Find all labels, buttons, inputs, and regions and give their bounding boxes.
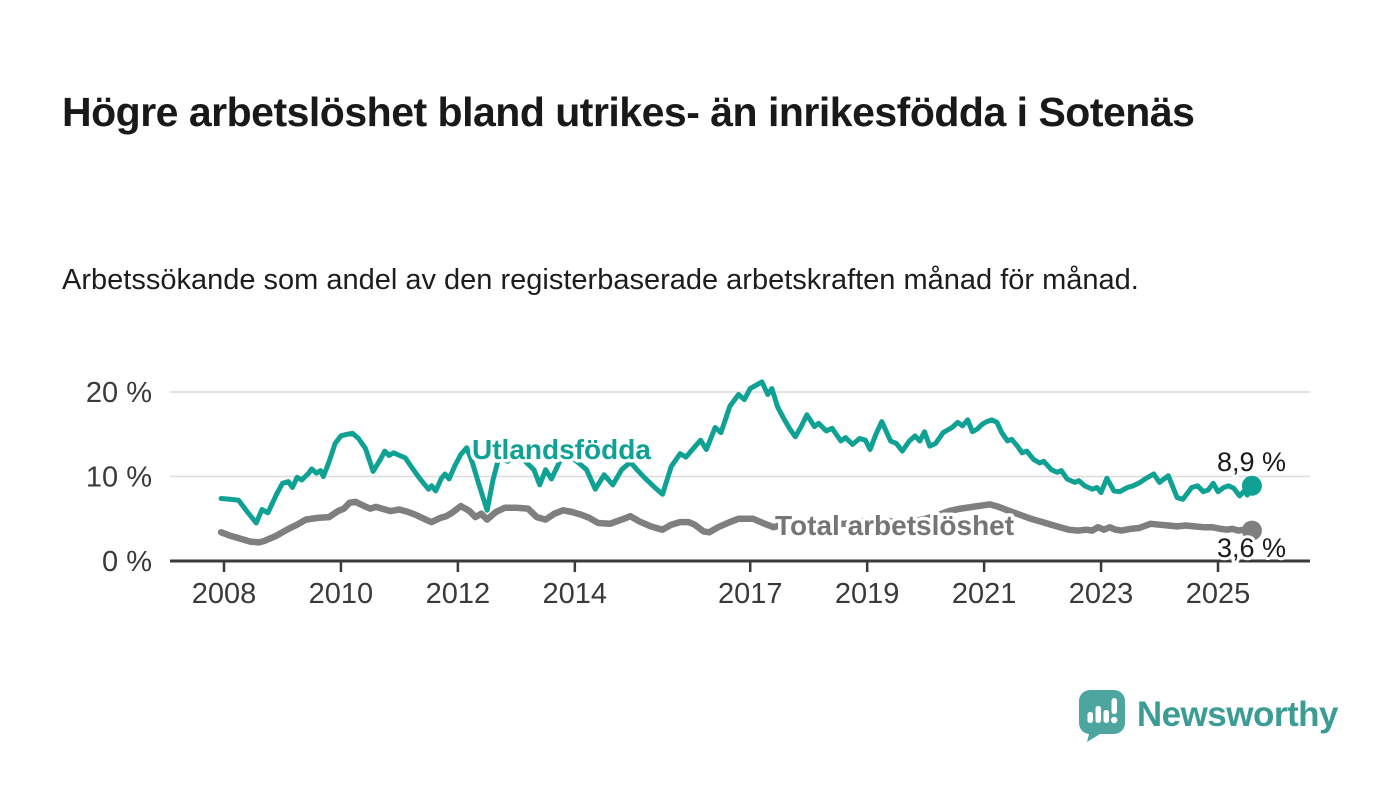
- end-value-label-total: 3,6 %: [1217, 533, 1286, 563]
- y-axis-label-20: 20 %: [86, 377, 152, 409]
- exclamation-bar: [1111, 698, 1117, 714]
- x-axis-label-2025: 2025: [1186, 578, 1251, 610]
- speech-bubble-shape: [1078, 690, 1125, 742]
- x-axis-label-2012: 2012: [426, 578, 491, 610]
- x-axis-label-2019: 2019: [835, 578, 900, 610]
- branding: Newsworthy: [1077, 688, 1339, 742]
- series-end-dot-utlandsfodda: [1241, 475, 1262, 496]
- exclamation-dot: [1110, 716, 1118, 724]
- x-axis-label-2023: 2023: [1069, 578, 1134, 610]
- x-axis-label-2010: 2010: [309, 578, 374, 610]
- y-axis-label-10: 10 %: [86, 462, 152, 494]
- x-axis-label-2017: 2017: [718, 578, 783, 610]
- x-axis-label-2021: 2021: [952, 578, 1017, 610]
- bar-1: [1087, 712, 1093, 723]
- newsworthy-logo-text: Newsworthy: [1136, 695, 1339, 734]
- x-axis-label-2008: 2008: [192, 578, 257, 610]
- y-axis-label-0: 0 %: [102, 546, 152, 578]
- series-end-dot-total: [1241, 520, 1262, 541]
- bar-3: [1103, 710, 1109, 723]
- end-value-label-utlandsfodda: 8,9 %: [1217, 447, 1286, 477]
- page-title: Högre arbetslöshet bland utrikes- än inr…: [62, 89, 1195, 136]
- series-label-total: Total arbetslöshet: [775, 510, 1014, 541]
- page-subtitle: Arbetssökande som andel av den registerb…: [62, 264, 1139, 296]
- bar-2: [1095, 706, 1101, 723]
- x-axis-label-2014: 2014: [543, 578, 608, 610]
- series-line-total: [217, 498, 1256, 546]
- series-line-utlandsfodda: [218, 379, 1255, 526]
- newsworthy-logo-icon: [1078, 690, 1125, 742]
- series-label-utlandsfodda: Utlandsfödda: [472, 434, 651, 465]
